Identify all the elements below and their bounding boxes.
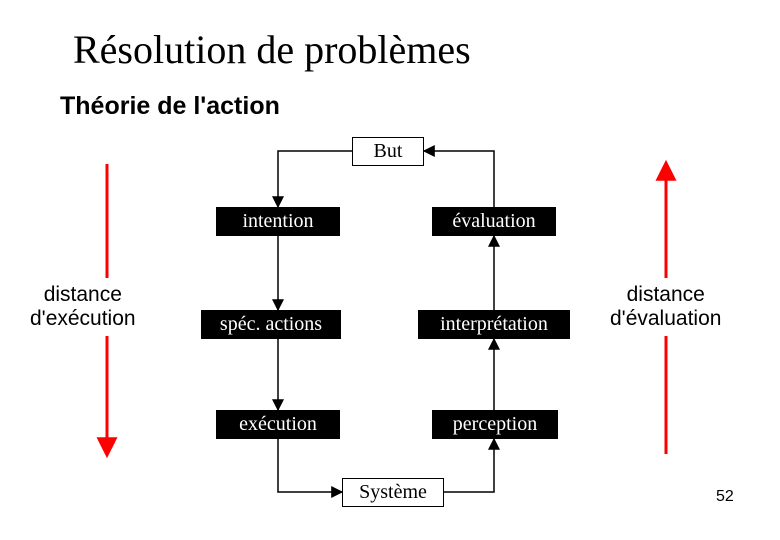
arrows-layer [0, 0, 780, 540]
label-distance-evaluation: distance d'évaluation [610, 283, 721, 331]
page-subtitle: Théorie de l'action [60, 92, 280, 121]
node-systeme: Système [342, 478, 444, 507]
node-perception: perception [432, 410, 558, 439]
node-interpretation: interprétation [418, 310, 570, 339]
node-label: évaluation [452, 210, 535, 233]
node-label: Système [359, 481, 427, 504]
node-spec-actions: spéc. actions [201, 310, 341, 339]
node-label: But [374, 140, 403, 163]
node-intention: intention [216, 207, 340, 236]
node-evaluation: évaluation [432, 207, 556, 236]
label-line2: d'évaluation [610, 307, 721, 330]
label-line2: d'exécution [30, 307, 136, 330]
node-label: spéc. actions [220, 313, 322, 336]
node-but: But [352, 137, 424, 166]
node-label: exécution [239, 413, 317, 436]
page-number: 52 [716, 488, 734, 506]
node-label: perception [453, 413, 537, 436]
node-label: intention [242, 210, 313, 233]
label-line1: distance [44, 283, 122, 306]
page-title: Résolution de problèmes [73, 26, 471, 73]
node-label: interprétation [440, 313, 548, 336]
node-execution: exécution [216, 410, 340, 439]
label-distance-execution: distance d'exécution [30, 283, 136, 331]
label-line1: distance [627, 283, 705, 306]
